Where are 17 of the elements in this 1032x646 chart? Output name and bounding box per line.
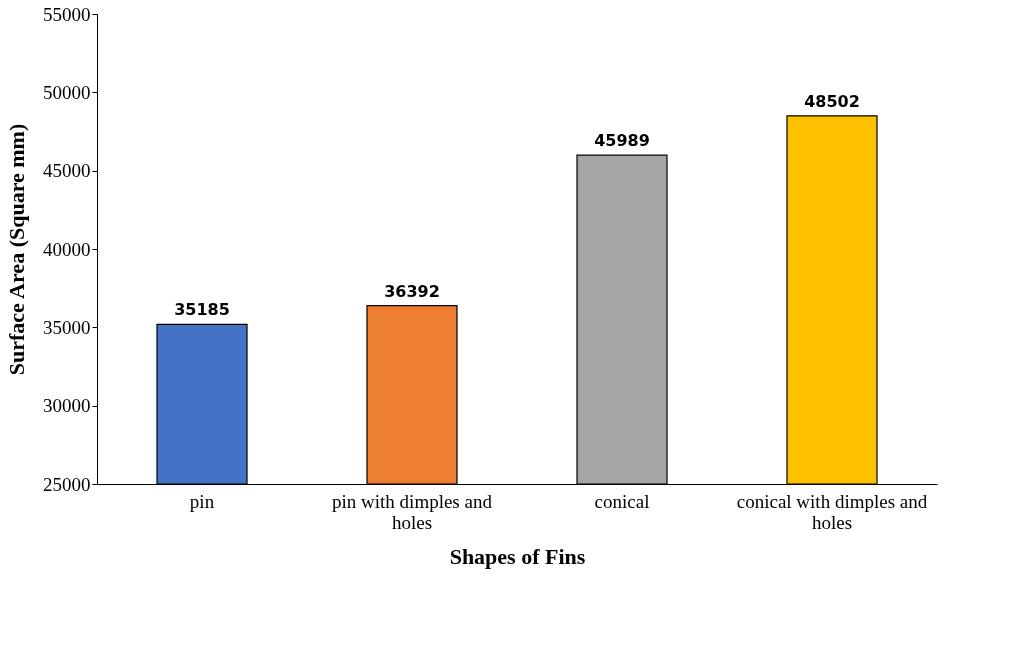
y-tick-label: 50000 xyxy=(43,81,91,103)
x-axis-title: Shapes of Fins xyxy=(449,543,586,569)
y-tick-label: 30000 xyxy=(43,395,91,417)
data-label: 35185 xyxy=(174,300,230,320)
y-tick-label: 55000 xyxy=(43,3,91,25)
data-label: 36392 xyxy=(384,281,440,301)
y-tick-label: 40000 xyxy=(43,238,91,260)
y-tick-label: 25000 xyxy=(43,473,91,495)
y-axis-title: Surface Area (Square mm) xyxy=(4,123,29,376)
x-tick-label: pin xyxy=(189,490,215,512)
y-tick-label: 45000 xyxy=(43,160,91,182)
data-label: 48502 xyxy=(804,91,860,111)
x-tick-label: pin with dimples and holes xyxy=(332,490,493,533)
x-tick-label: conical xyxy=(594,490,650,512)
y-tick-label: 35000 xyxy=(43,316,91,338)
data-label: 45989 xyxy=(594,131,650,151)
x-tick-label: conical with dimples and holes xyxy=(736,490,928,533)
